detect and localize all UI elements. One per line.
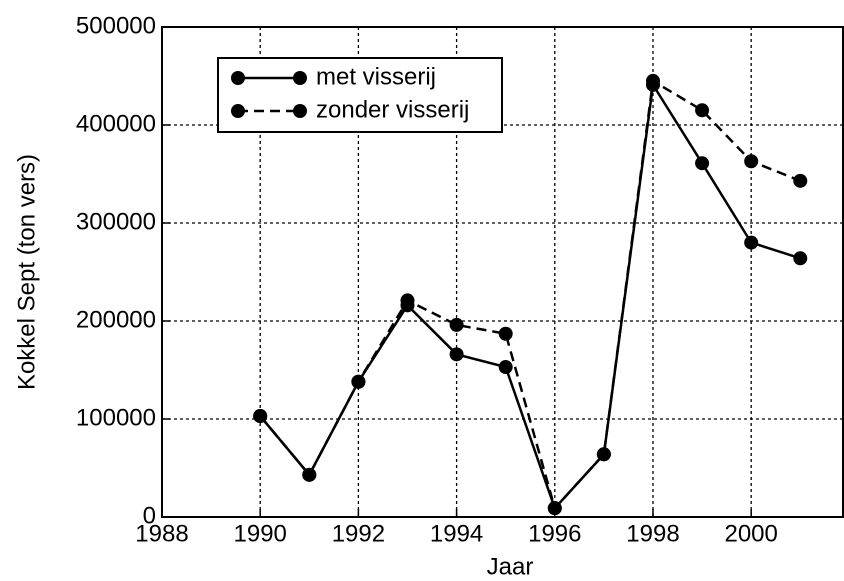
y-tick-label: 200000 [76,306,156,333]
x-tick-label: 1988 [135,520,188,547]
data-point [793,251,808,266]
x-axis-label: Jaar [487,553,534,580]
legend-marker [231,71,245,85]
x-tick-label: 2000 [724,520,777,547]
data-point [498,326,513,341]
legend-marker [293,71,307,85]
x-tick-label: 1990 [234,520,287,547]
data-point [793,173,808,188]
data-point [695,156,710,171]
series-line [259,81,801,511]
y-tick-label: 100000 [76,404,156,431]
data-point [744,154,759,169]
data-point [302,467,317,482]
x-tick-label: 1992 [332,520,385,547]
series-line [259,78,801,511]
data-point [400,293,415,308]
data-point [744,235,759,250]
legend-marker [293,104,307,118]
legend-label: met visserij [316,63,436,90]
y-tick-label: 400000 [76,110,156,137]
y-axis-label: Kokkel Sept (ton vers) [13,154,40,390]
data-point [449,347,464,362]
y-tick-label: 300000 [76,208,156,235]
x-tick-label: 1996 [528,520,581,547]
data-point [695,103,710,118]
y-tick-label: 0 [143,502,156,529]
data-point [645,73,660,88]
data-point [596,447,611,462]
x-tick-label: 1998 [626,520,679,547]
x-tick-label: 1994 [430,520,483,547]
data-point [253,409,268,424]
data-point [351,374,366,389]
plot-frame [161,26,844,518]
legend-label: zonder visserij [316,96,469,123]
data-point [449,317,464,332]
data-point [547,501,562,516]
y-tick-label: 500000 [76,12,156,39]
legend-box [217,57,503,133]
legend-marker [231,104,245,118]
data-point [498,360,513,375]
